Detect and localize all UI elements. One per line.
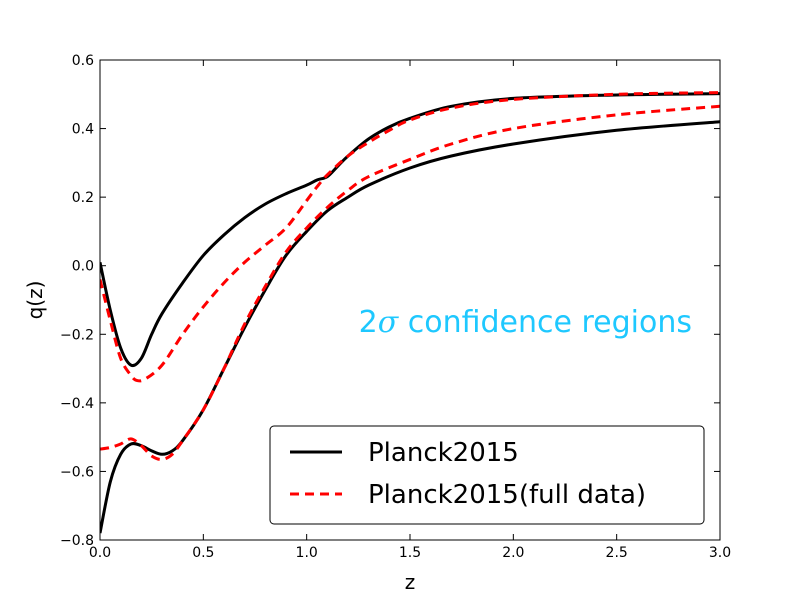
x-tick-label: 3.0 xyxy=(709,545,731,561)
y-tick-label: 0.4 xyxy=(72,122,94,138)
x-tick-label: 1.5 xyxy=(399,545,421,561)
x-tick-label: 2.5 xyxy=(606,545,628,561)
y-axis-label: q(z) xyxy=(23,281,47,320)
series-line-planck2015-full-data-upper xyxy=(100,91,720,383)
legend-label-planck2015-full: Planck2015(full data) xyxy=(368,480,646,510)
y-tick-label: −0.6 xyxy=(60,464,94,480)
y-tick-label: −0.4 xyxy=(60,396,94,412)
annotation-prefix: 2 xyxy=(359,305,378,340)
y-tick-label: −0.8 xyxy=(60,533,94,549)
x-tick-label: 0.5 xyxy=(192,545,214,561)
confidence-annotation: 2σ confidence regions xyxy=(359,305,692,340)
y-tick-label: −0.2 xyxy=(60,327,94,343)
annotation-sigma: σ xyxy=(378,305,400,340)
series-line-planck2015-full-data-lower xyxy=(100,104,720,461)
x-tick-label: 1.0 xyxy=(296,545,318,561)
y-tick-label: 0.2 xyxy=(72,190,94,206)
series-layer xyxy=(100,91,720,534)
series-line-planck2015-upper xyxy=(100,92,720,368)
legend-box xyxy=(269,425,705,525)
legend-label-planck2015: Planck2015 xyxy=(368,438,519,468)
x-tick-label: 2.0 xyxy=(502,545,524,561)
series-line-planck2015-lower xyxy=(100,120,720,534)
tick-layer: 0.0 0.5 1.0 1.5 2.0 2.5 3.0 −0.8 −0.6 −0.4 −0.2 0.0… xyxy=(60,53,731,561)
y-tick-label: 0.0 xyxy=(72,259,94,275)
x-tick-label: 0.0 xyxy=(89,545,111,561)
legend: Planck2015 Planck2015(full data) xyxy=(269,425,705,525)
annotation-suffix: confidence regions xyxy=(398,305,692,340)
x-axis-label: z xyxy=(405,570,416,594)
y-tick-label: 0.6 xyxy=(72,53,94,69)
